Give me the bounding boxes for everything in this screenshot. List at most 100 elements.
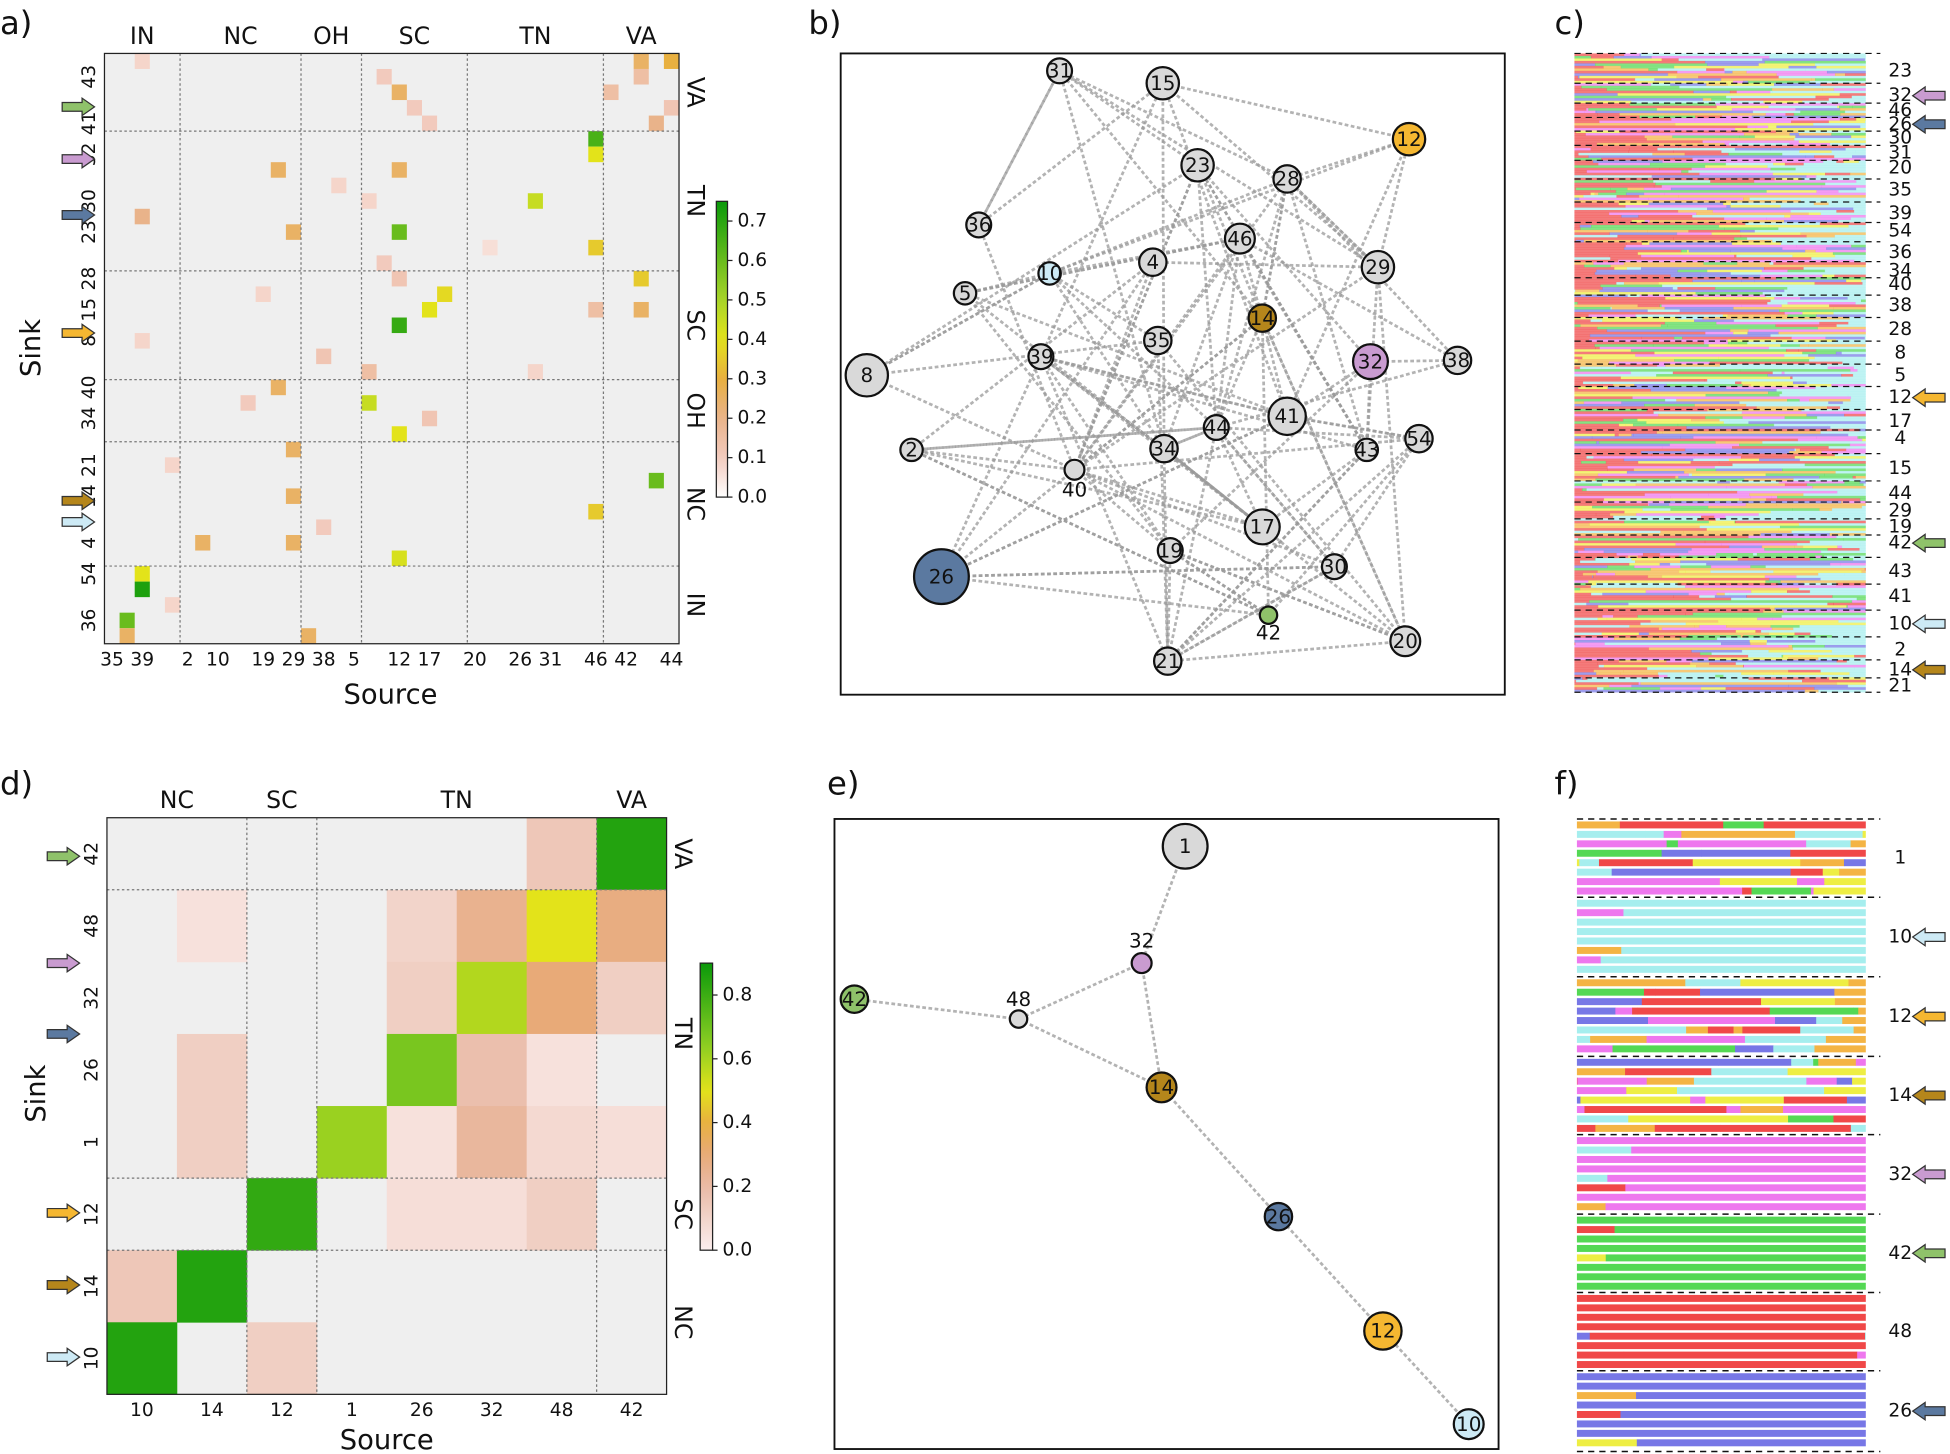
- ancestry-segment: [1855, 1058, 1866, 1066]
- ancestry-segment: [1576, 1273, 1866, 1281]
- ancestry-segment: [1576, 1235, 1866, 1243]
- ancestry-segment: [1659, 687, 1702, 690]
- panel-label: c): [1555, 4, 1585, 42]
- ancestry-segment: [1708, 493, 1750, 497]
- ancestry-segment: [1770, 90, 1773, 94]
- ancestry-segment: [1785, 349, 1799, 352]
- ancestry-segment: [1625, 1184, 1866, 1192]
- network-edge: [1215, 317, 1264, 429]
- network-node: [1320, 553, 1348, 581]
- ancestry-segment: [1733, 331, 1748, 335]
- ancestry-segment: [1667, 73, 1777, 77]
- ancestry-segment: [1626, 242, 1643, 246]
- ancestry-segment: [1574, 448, 1581, 452]
- ancestry-segment: [1601, 366, 1829, 370]
- ancestry-segment: [1827, 423, 1866, 427]
- ancestry-segment: [1576, 1077, 1578, 1085]
- ancestry-segment: [1733, 386, 1816, 390]
- ancestry-segment: [1574, 610, 1764, 613]
- ancestry-segment: [1794, 448, 1797, 452]
- ancestry-segment: [1603, 498, 1673, 502]
- ancestry-segment: [1828, 446, 1866, 449]
- ancestry-segment: [1574, 426, 1687, 429]
- ancestry-segment: [1673, 595, 1700, 599]
- ancestry-segment: [1825, 182, 1866, 186]
- ancestry-segment: [1798, 349, 1817, 352]
- ancestry-segment: [1841, 545, 1866, 549]
- ancestry-segment: [1734, 520, 1736, 524]
- node-label: 19: [1158, 539, 1183, 562]
- ancestry-segment: [1767, 165, 1866, 169]
- ancestry-segment: [1678, 570, 1686, 574]
- ancestry-segment: [1715, 441, 1763, 444]
- group-label: 10: [1888, 613, 1912, 634]
- network-edge: [1167, 639, 1406, 663]
- ancestry-segment: [1620, 1411, 1866, 1418]
- ancestry-segment: [1641, 242, 1650, 246]
- node-label: 28: [1274, 168, 1299, 191]
- ancestry-segment: [1630, 371, 1674, 375]
- ancestry-segment: [1767, 301, 1788, 305]
- ancestry-segment: [1667, 674, 1716, 678]
- ancestry-segment: [1579, 587, 1800, 591]
- ancestry-segment: [1858, 160, 1866, 164]
- ancestry-segment: [1747, 80, 1811, 84]
- ancestry-segment: [1795, 135, 1852, 139]
- group-label: 28: [1888, 319, 1912, 340]
- ancestry-segment: [1574, 503, 1649, 507]
- ancestry-segment: [1742, 384, 1752, 387]
- ancestry-segment: [1836, 582, 1866, 586]
- ancestry-segment: [1725, 162, 1774, 166]
- ancestry-segment: [1646, 408, 1708, 412]
- heatmap-cell: [270, 379, 286, 396]
- colorbar-tick-label: 0.7: [737, 211, 767, 232]
- ancestry-segment: [1854, 1361, 1866, 1369]
- group-label: 29: [1888, 500, 1912, 521]
- ancestry-segment: [1645, 590, 1752, 594]
- ancestry-segment: [1784, 214, 1791, 218]
- ancestry-segment: [1642, 508, 1671, 512]
- ancestry-segment: [1783, 219, 1803, 223]
- ancestry-segment: [1574, 565, 1608, 569]
- heatmap-cell: [134, 53, 150, 69]
- ancestry-segment: [1748, 535, 1825, 539]
- ancestry-segment: [1849, 443, 1866, 447]
- ancestry-segment: [1673, 237, 1735, 241]
- ancestry-segment: [1574, 396, 1633, 400]
- network-edge: [866, 164, 1199, 377]
- ancestry-segment: [1847, 605, 1866, 608]
- ancestry-segment: [1725, 485, 1813, 489]
- ancestry-segment: [1731, 488, 1866, 492]
- ancestry-segment: [1574, 557, 1596, 561]
- ancestry-segment: [1780, 205, 1866, 208]
- ancestry-segment: [1678, 58, 1685, 62]
- ancestry-segment: [1574, 115, 1640, 119]
- ancestry-segment: [1574, 88, 1608, 91]
- ancestry-segment: [1779, 393, 1849, 397]
- ancestry-segment: [1847, 393, 1866, 397]
- network-edge: [940, 468, 1076, 578]
- y-tick-label: 1: [82, 1136, 103, 1148]
- ancestry-segment: [1583, 195, 1617, 198]
- ancestry-segment: [1763, 821, 1866, 829]
- ancestry-segment: [1772, 90, 1866, 94]
- node-label: 42: [1256, 621, 1281, 644]
- ancestry-segment: [1574, 237, 1674, 241]
- ancestry-segment: [1682, 336, 1792, 340]
- ancestry-segment: [1734, 128, 1756, 131]
- ancestry-segment: [1574, 620, 1651, 623]
- y-tick-label: 34: [79, 407, 100, 431]
- ancestry-segment: [1727, 341, 1732, 345]
- colorbar-tick-label: 0.2: [723, 1176, 753, 1197]
- ancestry-segment: [1635, 274, 1671, 278]
- ancestry-segment: [1659, 167, 1692, 171]
- ancestry-segment: [1576, 899, 1866, 907]
- ancestry-segment: [1778, 75, 1866, 79]
- ancestry-segment: [1742, 887, 1752, 895]
- marker-arrow: [46, 1275, 81, 1295]
- column-group-label: NC: [160, 786, 194, 814]
- ancestry-segment: [1601, 157, 1675, 161]
- ancestry-segment: [1574, 162, 1599, 166]
- ancestry-segment: [1574, 657, 1709, 661]
